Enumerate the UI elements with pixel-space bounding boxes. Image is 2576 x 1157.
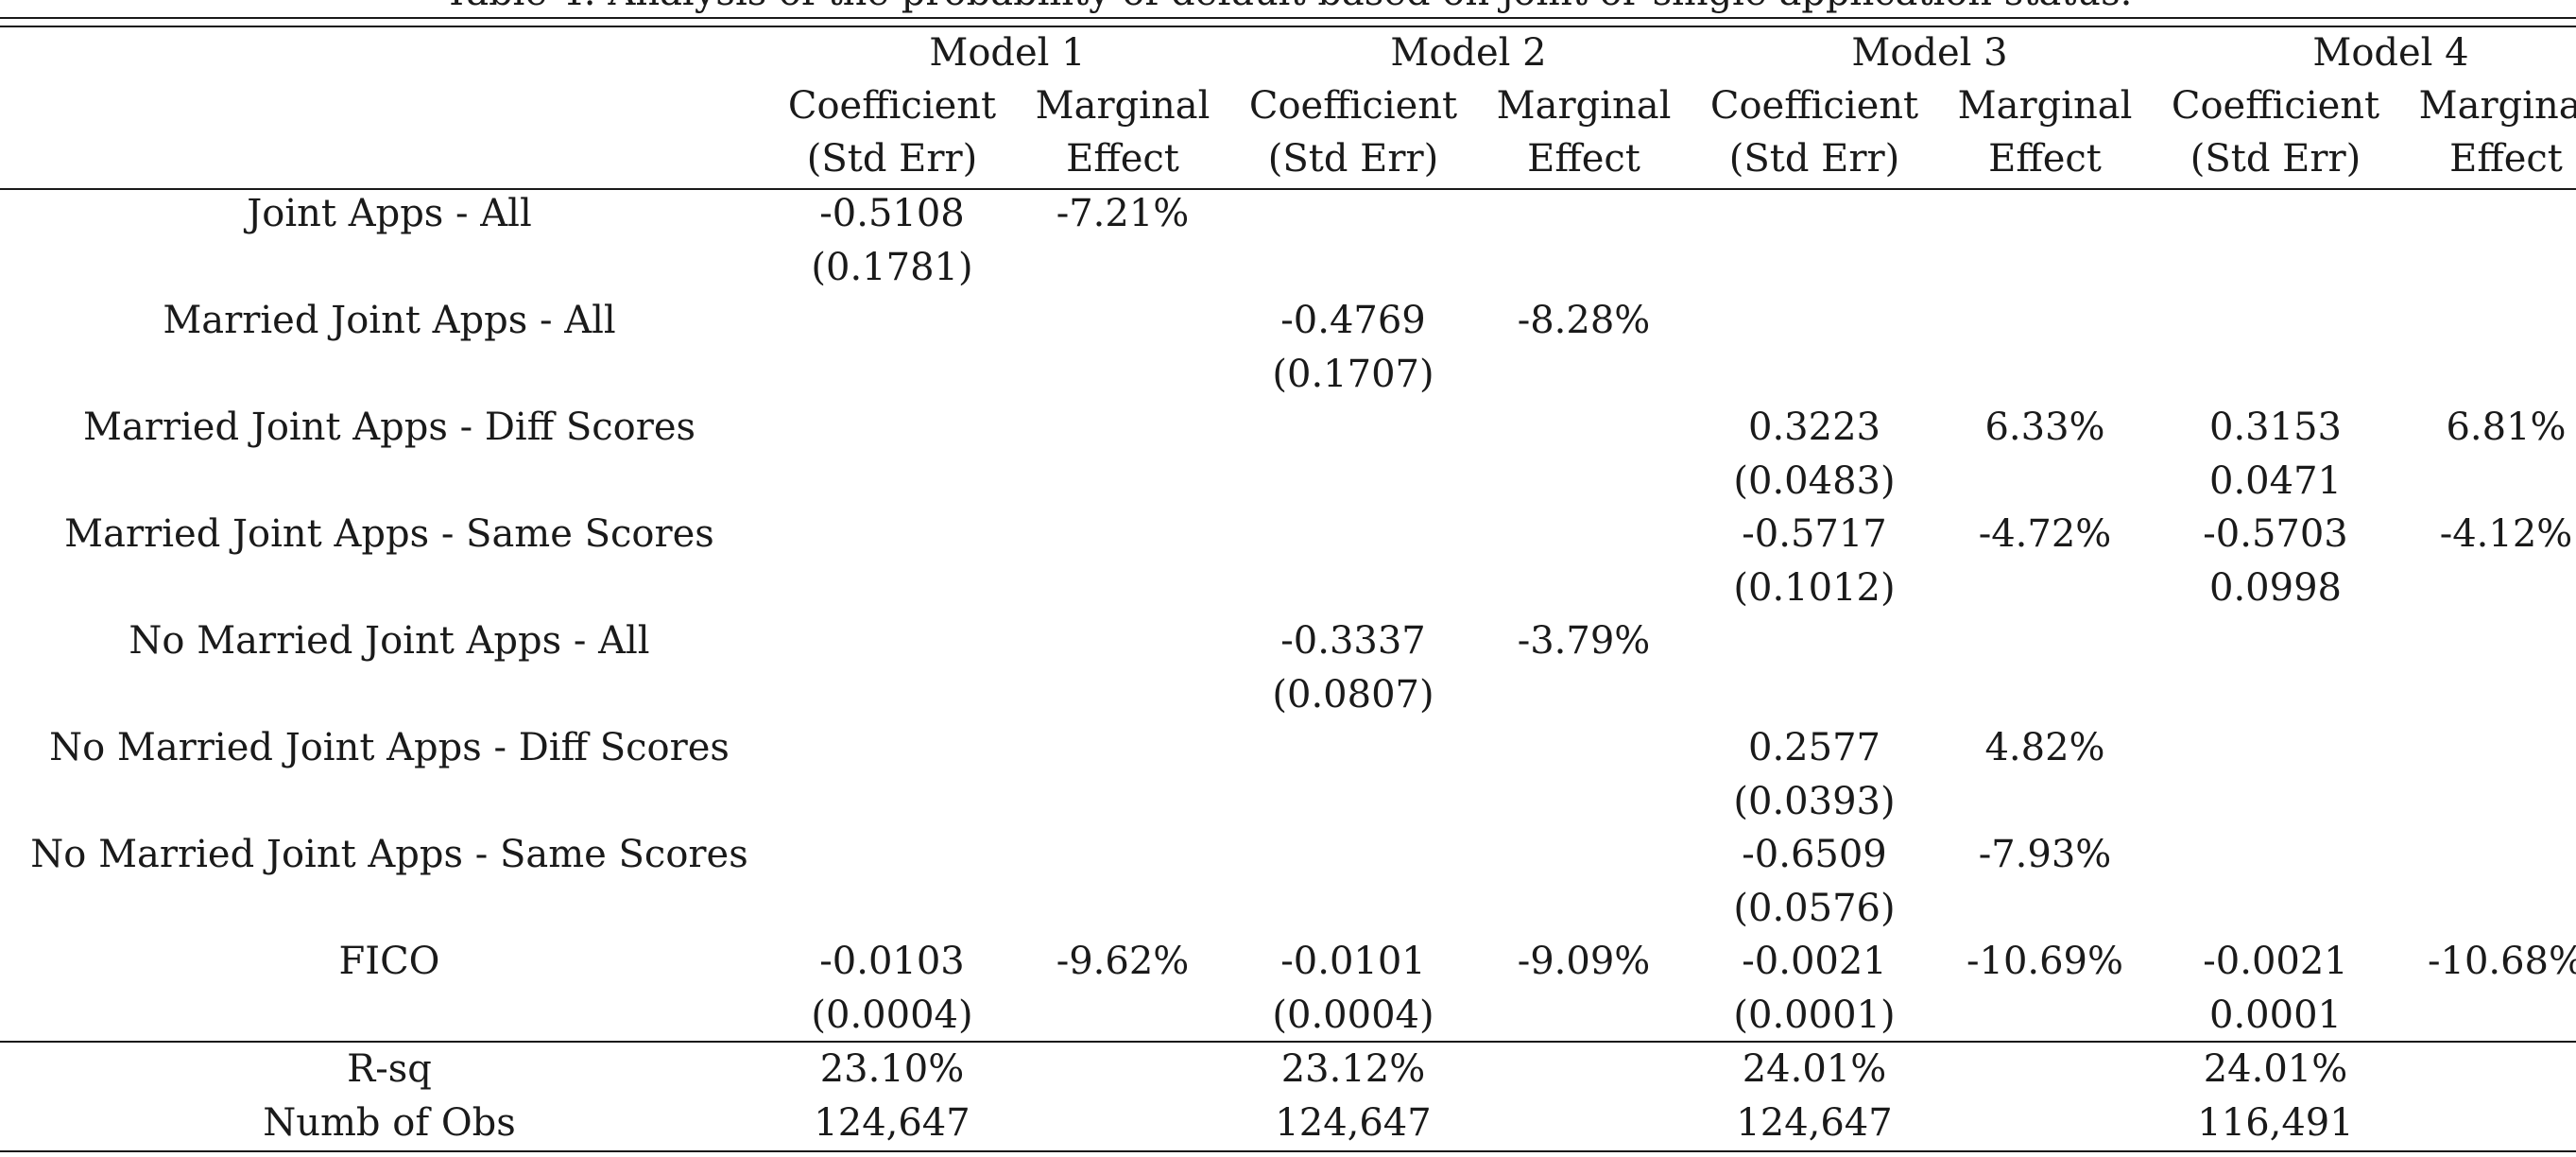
coefficient: -0.5717 (1742, 512, 1887, 556)
top-rule-2 (0, 26, 2576, 27)
std-err: (0.1707) (1272, 352, 1434, 396)
std-err: 0.0001 (2209, 993, 2342, 1037)
me-header: Marginal (1035, 84, 1211, 128)
marginal-effect: -3.79% (1517, 619, 1651, 663)
std-err: (0.0004) (811, 993, 973, 1037)
footer-label: R-sq (347, 1047, 432, 1091)
marginal-effect: -9.62% (1056, 940, 1190, 983)
me-header: Effect (1527, 137, 1640, 181)
std-err: (0.0576) (1733, 886, 1896, 930)
footer-value: 124,647 (1275, 1100, 1432, 1145)
model-header: Model 1 (929, 31, 1086, 75)
row-label: No Married Joint Apps - Same Scores (30, 833, 748, 876)
me-header: Effect (1988, 137, 2102, 181)
coefficient: -0.6509 (1742, 833, 1887, 876)
marginal-effect: -10.69% (1966, 940, 2124, 983)
footer-label: Numb of Obs (263, 1100, 516, 1145)
top-rule-1 (0, 17, 2576, 19)
coefficient: -0.5703 (2203, 512, 2348, 556)
coef-header: Coefficient (787, 84, 997, 128)
marginal-effect: 6.81% (2446, 406, 2567, 449)
footer-value: 23.12% (1280, 1047, 1426, 1091)
std-err: (0.1781) (811, 245, 973, 289)
row-label: No Married Joint Apps - All (129, 619, 650, 663)
row-label: Married Joint Apps - All (163, 299, 616, 342)
coefficient: -0.5108 (819, 192, 965, 235)
coefficient: -0.0101 (1280, 940, 1426, 983)
row-label: Married Joint Apps - Same Scores (64, 512, 714, 556)
footer-value: 24.01% (2203, 1047, 2348, 1091)
model-header: Model 3 (1851, 31, 2008, 75)
footer-value: 23.10% (819, 1047, 965, 1091)
coef-header: Coefficient (1248, 84, 1458, 128)
marginal-effect: -7.93% (1978, 833, 2112, 876)
coef-header: (Std Err) (1267, 137, 1439, 181)
coefficient: 0.3153 (2209, 406, 2342, 449)
coefficient: 0.2577 (1748, 726, 1880, 769)
model-header: Model 4 (2312, 31, 2469, 75)
coef-header: (Std Err) (1728, 137, 1900, 181)
marginal-effect: -10.68% (2427, 940, 2576, 983)
row-label: FICO (338, 940, 440, 983)
marginal-effect: -7.21% (1056, 192, 1190, 235)
bottom-rule (0, 1150, 2576, 1152)
marginal-effect: -4.12% (2439, 512, 2573, 556)
std-err: (0.0393) (1733, 779, 1896, 823)
me-header: Effect (1066, 137, 1179, 181)
coefficient: -0.0021 (2203, 940, 2348, 983)
footer-value: 116,491 (2197, 1100, 2354, 1145)
marginal-effect: -8.28% (1517, 299, 1651, 342)
std-err: (0.0001) (1733, 993, 1896, 1037)
row-label: No Married Joint Apps - Diff Scores (49, 726, 730, 769)
table-caption: Table 4: Analysis of the probability of … (0, 0, 2576, 11)
row-label: Joint Apps - All (247, 192, 532, 235)
std-err: (0.0004) (1272, 993, 1434, 1037)
coefficient: -0.0021 (1742, 940, 1887, 983)
marginal-effect: -4.72% (1978, 512, 2112, 556)
footer-value: 24.01% (1742, 1047, 1887, 1091)
marginal-effect: 6.33% (1984, 406, 2105, 449)
coef-header: Coefficient (1709, 84, 1919, 128)
marginal-effect: 4.82% (1984, 726, 2105, 769)
footer-value: 124,647 (814, 1100, 970, 1145)
model-header: Model 2 (1390, 31, 1547, 75)
marginal-effect: -9.09% (1517, 940, 1651, 983)
std-err: (0.0483) (1733, 458, 1896, 503)
coefficient: -0.0103 (819, 940, 965, 983)
std-err: (0.1012) (1733, 565, 1896, 610)
header-rule (0, 188, 2576, 190)
coefficient: -0.3337 (1280, 619, 1426, 663)
coef-header: (Std Err) (2190, 137, 2361, 181)
row-label: Married Joint Apps - Diff Scores (82, 406, 696, 449)
coef-header: Coefficient (2171, 84, 2380, 128)
me-header: Marginal (2418, 84, 2576, 128)
std-err: (0.0807) (1272, 672, 1434, 717)
footer-value: 124,647 (1736, 1100, 1893, 1145)
me-header: Marginal (1957, 84, 2133, 128)
me-header: Marginal (1496, 84, 1672, 128)
coefficient: -0.4769 (1280, 299, 1426, 342)
me-header: Effect (2449, 137, 2563, 181)
std-err: 0.0998 (2209, 565, 2342, 610)
coefficient: 0.3223 (1748, 406, 1880, 449)
footer-rule (0, 1041, 2576, 1043)
coef-header: (Std Err) (806, 137, 978, 181)
std-err: 0.0471 (2209, 458, 2342, 503)
